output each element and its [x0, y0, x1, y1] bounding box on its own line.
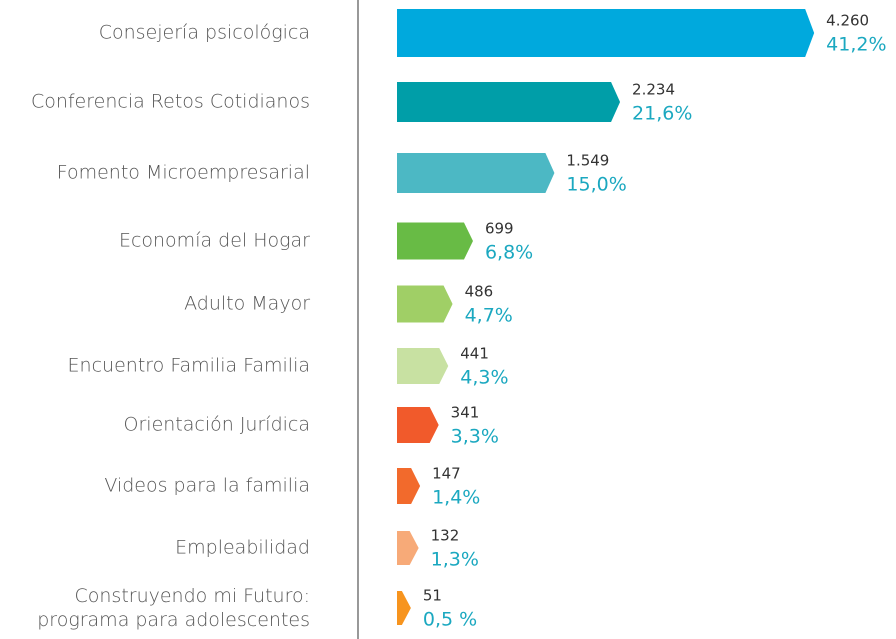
bar — [397, 468, 421, 504]
share-label: 4,7% — [465, 305, 513, 327]
category-label: Orientación Jurídica — [124, 414, 310, 436]
value-label: 1.549 — [566, 152, 609, 170]
bar — [397, 531, 419, 565]
category-label: Conferencia Retos Cotidianos — [31, 91, 310, 113]
share-label: 15,0% — [566, 174, 626, 196]
value-label: 2.234 — [632, 81, 675, 99]
value-label: 699 — [485, 220, 514, 238]
value-label: 147 — [432, 465, 461, 483]
share-label: 0,5 % — [423, 609, 477, 631]
share-label: 6,8% — [485, 242, 533, 264]
category-label: Empleabilidad — [175, 537, 310, 559]
category-label: Adulto Mayor — [184, 293, 310, 315]
value-label: 341 — [451, 404, 480, 422]
bar — [397, 82, 621, 122]
share-label: 41,2% — [826, 34, 886, 56]
share-label: 1,4% — [432, 487, 480, 509]
share-label: 3,3% — [451, 426, 499, 448]
bar — [397, 285, 453, 323]
share-label: 1,3% — [431, 549, 479, 571]
category-label: Construyendo mi Futuro: programa para ado… — [37, 585, 310, 631]
value-label: 441 — [460, 345, 489, 363]
bar — [397, 153, 555, 193]
category-label: Videos para la familia — [104, 475, 310, 497]
bar — [397, 222, 473, 260]
bar — [397, 9, 815, 57]
bar — [397, 591, 411, 625]
bar — [397, 348, 449, 384]
category-label: Consejería psicológica — [99, 22, 310, 44]
value-label: 51 — [423, 587, 442, 605]
category-label: Encuentro Familia Familia — [68, 355, 310, 377]
value-label: 132 — [431, 527, 460, 545]
share-label: 21,6% — [632, 103, 692, 125]
category-label: Fomento Microempresarial — [57, 162, 310, 184]
value-label: 486 — [465, 283, 494, 301]
share-label: 4,3% — [460, 367, 508, 389]
category-label: Economía del Hogar — [119, 230, 310, 252]
bar — [397, 407, 439, 443]
value-label: 4.260 — [826, 12, 869, 30]
